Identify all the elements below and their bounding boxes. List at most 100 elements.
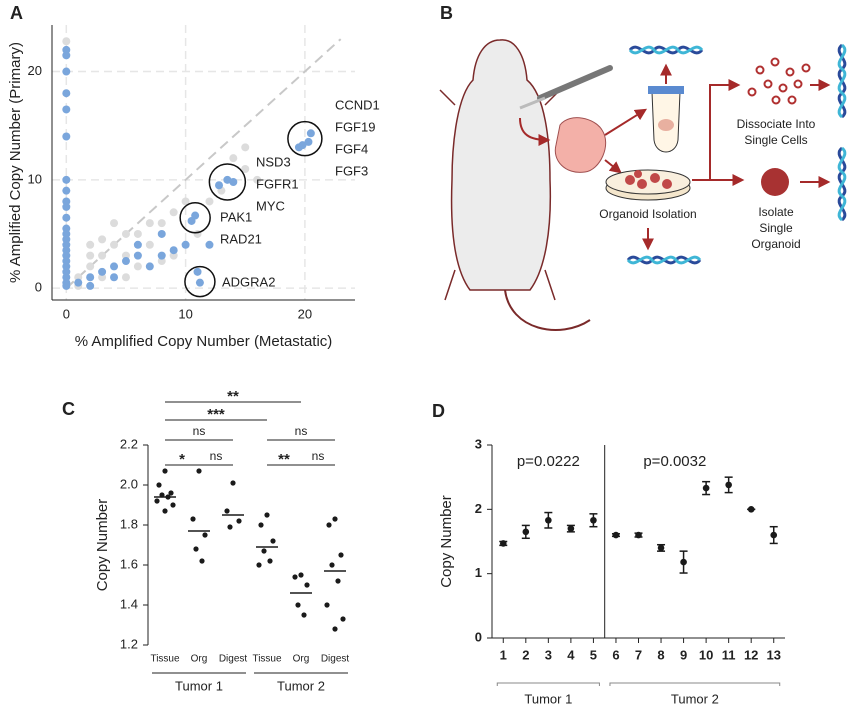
y-tick-label: 0 (475, 629, 482, 644)
step-label: Organoid Isolation (599, 207, 696, 221)
group-label: Tumor 2 (277, 678, 325, 693)
point (62, 67, 71, 76)
point (241, 164, 250, 173)
point (253, 175, 262, 184)
diagram: B Dissociate Into Single Cells Organo (439, 3, 847, 331)
point (86, 240, 95, 249)
dot (227, 524, 233, 530)
point (747, 506, 755, 513)
dot (261, 548, 267, 554)
point (62, 281, 71, 290)
step-label: Single Cells (744, 133, 807, 147)
highlight-ring (208, 163, 247, 201)
significance-label: ns (193, 424, 206, 438)
point (74, 278, 83, 287)
dot (230, 480, 236, 486)
x-tick-label: 11 (722, 647, 736, 662)
x-tick-label: 0 (63, 306, 70, 321)
x-tick-label: 5 (590, 647, 597, 662)
dot (292, 574, 298, 580)
significance-label: ns (295, 424, 308, 438)
point (187, 216, 196, 225)
significance-label: * (179, 451, 185, 468)
x-tick-label: 4 (567, 647, 575, 662)
dot (199, 558, 205, 564)
x-tick-label: 2 (522, 647, 529, 662)
dot (335, 578, 341, 584)
annotation: FGFR1 (256, 176, 299, 191)
p-value: p=0.0222 (517, 453, 580, 470)
point (229, 177, 238, 186)
point (294, 143, 303, 152)
y-axis-label: Copy Number (438, 495, 455, 588)
y-tick-label: 0 (35, 280, 42, 295)
point (133, 262, 142, 271)
group-label: Tumor 2 (671, 691, 719, 706)
point (62, 175, 71, 184)
arrow (604, 108, 648, 136)
point (157, 251, 166, 260)
x-tick-label: Org (191, 654, 208, 665)
arrow (604, 159, 622, 174)
point (499, 540, 507, 547)
dna (628, 45, 704, 55)
x-tick-label: 8 (657, 647, 664, 662)
tube-tissue (658, 119, 674, 131)
x-tick-label: 3 (545, 647, 552, 662)
point (612, 531, 620, 539)
dot (329, 562, 335, 568)
point (86, 273, 95, 282)
single-cells (747, 57, 811, 105)
arrow (519, 117, 551, 146)
dot (270, 538, 276, 544)
x-axis-label: % Amplified Copy Number (Metastatic) (75, 333, 333, 350)
dna (837, 146, 847, 222)
mouse (450, 39, 552, 291)
point (145, 219, 154, 228)
dot (156, 482, 162, 488)
point (522, 528, 530, 536)
point (110, 219, 119, 228)
point (121, 273, 130, 282)
dna (837, 43, 847, 119)
dot (338, 552, 344, 558)
annotation: PAK1 (220, 209, 252, 224)
point (133, 240, 142, 249)
dot (332, 516, 338, 522)
single-organoid (761, 168, 789, 196)
point (702, 484, 710, 492)
step-label: Isolate (758, 205, 794, 219)
point (62, 213, 71, 222)
dot (193, 546, 199, 552)
annotation: RAD21 (220, 231, 262, 246)
annotation: FGF4 (335, 141, 368, 156)
x-tick-label: 12 (744, 647, 758, 662)
point (86, 262, 95, 271)
point (145, 240, 154, 249)
identity-line (65, 38, 342, 289)
scalpel-blade (519, 96, 546, 110)
y-tick-label: 10 (28, 171, 42, 186)
dot (258, 522, 264, 528)
point (306, 129, 315, 138)
dot (324, 602, 330, 608)
point (635, 531, 642, 539)
y-tick-label: 3 (475, 436, 482, 451)
x-tick-label: 7 (635, 647, 642, 662)
point (110, 273, 119, 282)
y-tick-label: 1.8 (120, 516, 138, 531)
point (157, 229, 166, 238)
y-axis-label: Copy Number (94, 499, 111, 592)
highlight-ring (287, 120, 323, 157)
dot (170, 502, 176, 508)
y-tick-label: 20 (28, 63, 42, 78)
panel-label: A (10, 3, 23, 23)
dish-top (605, 169, 691, 195)
point (110, 240, 119, 249)
point (241, 143, 250, 152)
dot (162, 468, 168, 474)
x-tick-label: Org (293, 654, 310, 665)
point (169, 208, 178, 217)
point (62, 51, 71, 60)
